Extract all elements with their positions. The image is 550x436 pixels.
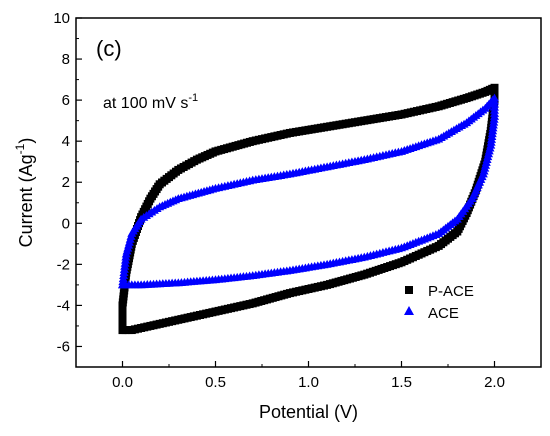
y-tick-label: 6 — [62, 92, 70, 109]
ticks-layer: 0.0 0.5 1.0 1.5 2.0 -6 -4 -2 0 2 4 6 8 10 — [53, 10, 505, 391]
x-tick-label: 0.0 — [112, 374, 133, 391]
y-axis-title-superscript: -1 — [13, 143, 27, 154]
y-tick-label: 10 — [53, 10, 70, 27]
y-tick-label: 2 — [62, 174, 70, 191]
legend-marker-p-ace — [405, 286, 413, 294]
scan-rate-text: at 100 mV s — [103, 95, 188, 112]
y-axis-title-close: ) — [16, 138, 36, 144]
x-tick-label: 0.5 — [205, 374, 226, 391]
series-ace — [118, 93, 499, 289]
scan-rate-annotation: at 100 mV s-1 — [103, 92, 198, 112]
panel-label: (c) — [96, 36, 122, 61]
y-tick-label: -2 — [57, 256, 70, 273]
y-axis-title-main: Current (Ag — [16, 154, 36, 247]
y-tick-label: -6 — [57, 338, 70, 355]
x-tick-label: 2.0 — [484, 374, 505, 391]
x-axis-title: Potential (V) — [259, 402, 358, 422]
y-tick-label: -4 — [57, 297, 70, 314]
data-point-p-ace — [118, 326, 127, 335]
legend-marker-ace — [404, 306, 414, 315]
y-tick-label: 0 — [62, 215, 70, 232]
series-layer — [118, 83, 499, 335]
x-tick-label: 1.5 — [391, 374, 412, 391]
legend-label-p-ace: P-ACE — [428, 283, 474, 300]
scan-rate-superscript: -1 — [188, 92, 198, 104]
x-tick-label: 1.0 — [298, 374, 319, 391]
y-axis-title: Current (Ag-1) — [13, 138, 36, 248]
legend: P-ACE ACE — [404, 283, 474, 322]
legend-label-ace: ACE — [428, 305, 459, 322]
data-point-ace — [118, 280, 127, 289]
y-tick-label: 4 — [62, 133, 70, 150]
y-tick-label: 8 — [62, 51, 70, 68]
